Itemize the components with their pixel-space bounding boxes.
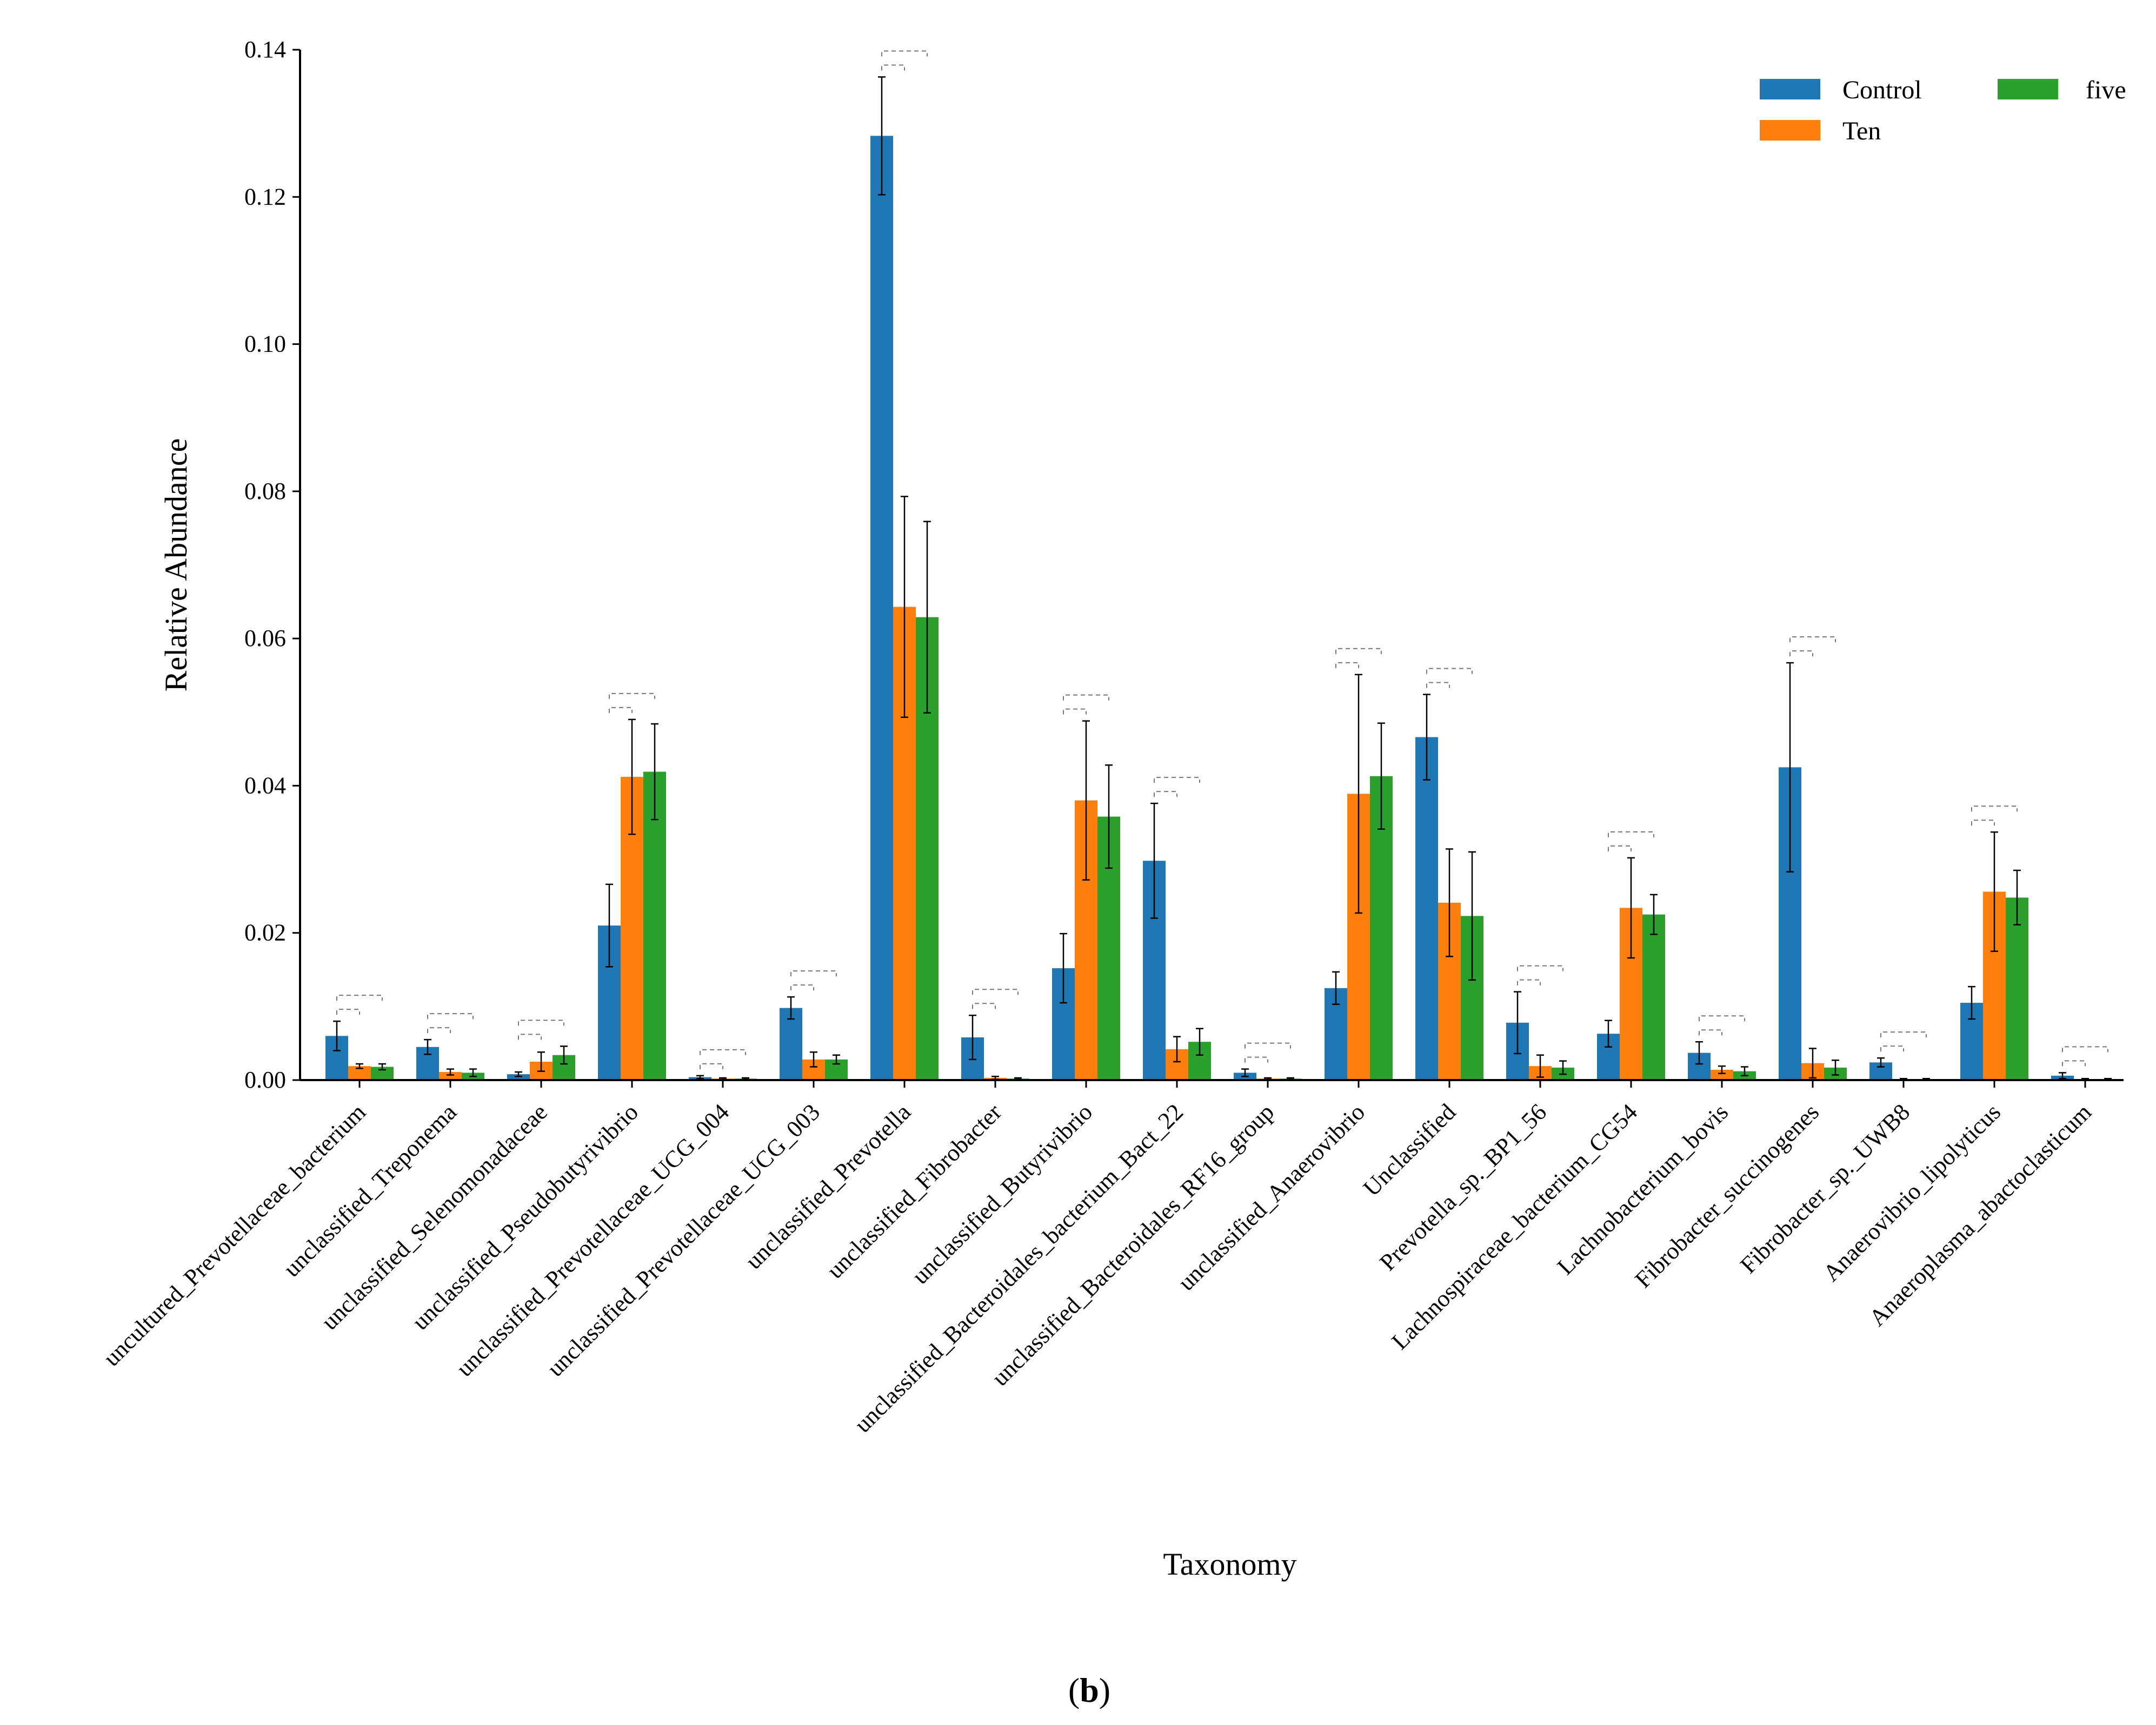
significance-bracket	[336, 1009, 360, 1015]
x-tick-label: unclassified_Butyrivibrio	[907, 1098, 1097, 1289]
y-tick-label: 0.00	[244, 1067, 286, 1093]
significance-bracket	[1789, 650, 1813, 657]
significance-bracket	[336, 995, 383, 1001]
significance-bracket	[2062, 1046, 2108, 1053]
significance-bracket	[1971, 805, 2018, 812]
significance-bracket	[1426, 682, 1450, 688]
significance-bracket	[1335, 662, 1359, 668]
x-tick-label: Lachnobacterium_bovis	[1552, 1098, 1733, 1280]
legend: Control Ten five	[1760, 76, 2126, 145]
x-ticks: uncultured_Prevotellaceae_bacteriumuncla…	[98, 1080, 2097, 1438]
x-tick-label: unclassified_Anaerovibrio	[1173, 1098, 1370, 1296]
x-tick-label: Fibrobacter_succinogenes	[1630, 1098, 1824, 1293]
significance-bracket	[2062, 1060, 2086, 1067]
bar-ten	[439, 1072, 462, 1080]
significance-bracket	[1699, 1029, 1722, 1036]
significance-bracket	[1245, 1056, 1268, 1063]
axes	[299, 50, 2124, 1081]
legend-label-five: five	[2086, 76, 2126, 104]
significance-bracket	[518, 1020, 564, 1026]
x-tick-label: Anaerovibrio_lipolyticus	[1818, 1098, 2006, 1286]
significance-bracket	[427, 1027, 451, 1034]
y-tick-label: 0.06	[244, 625, 286, 651]
bar-ten	[1711, 1069, 1733, 1080]
panel-label-close: )	[1099, 1671, 1110, 1709]
significance-bracket	[1063, 708, 1087, 715]
bar-control	[780, 1008, 802, 1080]
x-axis-title: Taxonomy	[1163, 1547, 1296, 1582]
significance-bracket	[881, 50, 928, 57]
legend-label-ten: Ten	[1842, 117, 1881, 145]
significance-bracket	[700, 1049, 746, 1055]
significance-bracket	[1335, 648, 1382, 654]
significance-bracket	[1699, 1015, 1745, 1022]
y-tick-label: 0.10	[244, 331, 286, 357]
significance-bracket	[1880, 1031, 1927, 1038]
y-tick-label: 0.04	[244, 772, 286, 798]
panel-label-letter: b	[1080, 1671, 1099, 1709]
panel-label: (b)	[1068, 1671, 1110, 1709]
significance-bracket	[1517, 979, 1541, 985]
significance-bracket	[1154, 791, 1177, 797]
bar-control	[507, 1074, 530, 1080]
significance-bracket	[1517, 965, 1563, 971]
significance-bracket	[700, 1063, 723, 1069]
legend-label-control: Control	[1842, 76, 1922, 104]
significance-bracket	[1063, 694, 1109, 701]
legend-swatch-five	[1998, 79, 2058, 99]
x-tick-label: unclassified_Prevotella	[740, 1098, 916, 1274]
significance-bracket	[518, 1034, 542, 1040]
y-axis-title: Relative Abundance	[158, 438, 194, 692]
significance-bracket	[790, 970, 837, 977]
significance-bracket	[972, 989, 1019, 995]
bar-control	[870, 136, 893, 1081]
y-tick-label: 0.08	[244, 478, 286, 504]
significance-bracket	[1789, 636, 1836, 643]
x-tick-label: unclassified_Fibrobacter	[822, 1098, 1007, 1283]
significance-bracket	[1154, 777, 1200, 783]
y-tick-label: 0.02	[244, 920, 286, 946]
bar-five	[1642, 914, 1665, 1080]
x-tick-label: unclassified_Treponema	[278, 1098, 462, 1282]
y-tick-label: 0.14	[244, 36, 286, 63]
significance-bracket	[1971, 820, 1995, 826]
plot-area	[325, 50, 2119, 1081]
significance-bracket	[790, 984, 814, 991]
y-ticks: 0.00 0.02 0.04 0.06 0.08 0.10 0.12 0.14	[244, 36, 300, 1093]
significance-bracket	[881, 64, 905, 71]
x-tick-label: Prevotella_sp._BP1_56	[1374, 1098, 1552, 1276]
significance-bracket	[972, 1003, 996, 1009]
bar-control	[1415, 737, 1438, 1080]
significance-bracket	[1608, 845, 1632, 851]
bar-five	[643, 771, 666, 1080]
significance-bracket	[1245, 1042, 1291, 1049]
significance-bracket	[609, 692, 655, 699]
y-tick-label: 0.12	[244, 183, 286, 210]
significance-bracket	[609, 707, 633, 713]
panel-label-open: (	[1068, 1671, 1080, 1709]
x-tick-label: Fibrobacter_sp._UWB8	[1735, 1098, 1915, 1278]
legend-swatch-ten	[1760, 120, 1820, 141]
bar-five	[2006, 897, 2028, 1080]
legend-swatch-control	[1760, 79, 1820, 99]
x-tick-label: unclassified_Bacteroidales_bacterium_Bac…	[849, 1098, 1188, 1437]
significance-bracket	[1880, 1045, 1904, 1052]
significance-bracket	[1426, 668, 1473, 674]
significance-bracket	[427, 1013, 474, 1020]
significance-bracket	[1608, 831, 1654, 837]
